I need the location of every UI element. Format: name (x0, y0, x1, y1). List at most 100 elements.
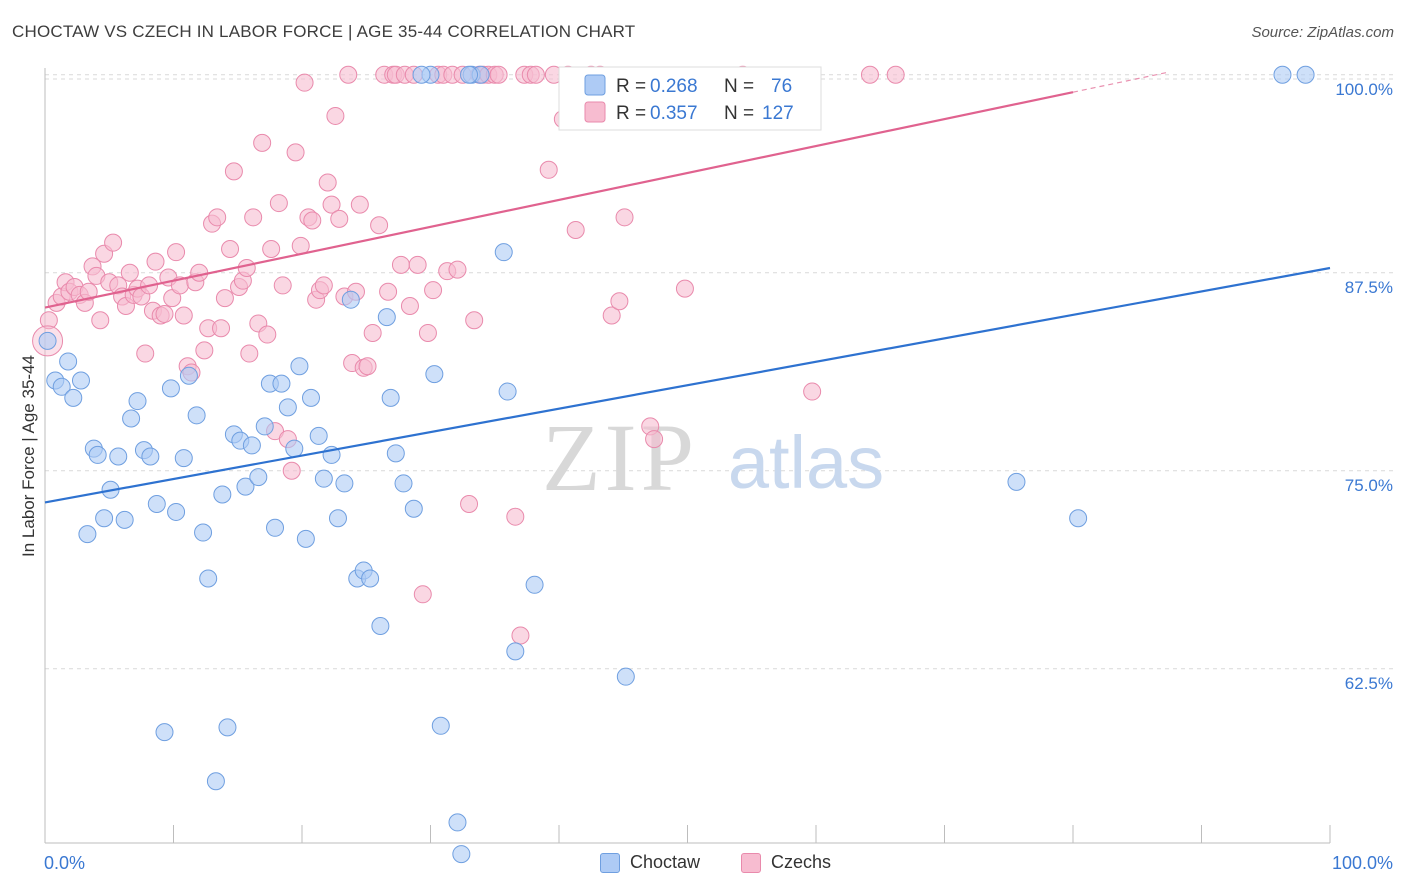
czech-point (322, 195, 341, 214)
choctaw-point (1007, 472, 1026, 491)
choctaw-point (187, 406, 206, 425)
choctaw-point (431, 716, 450, 735)
czech-point (645, 430, 664, 449)
czech-point (295, 73, 314, 92)
choctaw-point (213, 485, 232, 504)
legend-swatch-choctaw (584, 74, 606, 96)
czech-point (303, 211, 322, 230)
x-tick-label: 100.0% (1332, 853, 1393, 873)
choctaw-point (141, 447, 160, 466)
choctaw-point (361, 569, 380, 588)
czech-point (39, 311, 58, 330)
choctaw-point (1069, 509, 1088, 528)
czech-point (675, 279, 694, 298)
czech-point (258, 325, 277, 344)
czech-point (120, 263, 139, 282)
y-tick-label: 100.0% (1335, 80, 1393, 99)
y-tick-label: 75.0% (1345, 476, 1393, 495)
czech-point (408, 255, 427, 274)
bottom-legend-choctaw[interactable]: Choctaw (600, 852, 700, 873)
czech-point (526, 65, 545, 84)
choctaw-point (285, 439, 304, 458)
choctaw-point (498, 382, 517, 401)
choctaw-point (88, 445, 107, 464)
choctaw-point (59, 352, 78, 371)
czech-point (155, 304, 174, 323)
czech-point (314, 276, 333, 295)
czech-point (79, 282, 98, 301)
bottom-legend-czech-label: Czechs (771, 852, 832, 872)
source-label: Source: ZipAtlas.com (1251, 24, 1394, 41)
czech-point (240, 344, 259, 363)
czech-point (860, 65, 879, 84)
stats-legend: R = 0.268 N = 76 R = 0.357 N = 127 (558, 66, 822, 131)
bottom-legend-czech[interactable]: Czechs (741, 852, 831, 873)
czech-point (610, 292, 629, 311)
choctaw-point (122, 409, 141, 428)
choctaw-point (128, 392, 147, 411)
legend-czech-n-value: 127 (762, 103, 794, 124)
choctaw-point (448, 813, 467, 832)
choctaw-point (412, 65, 431, 84)
czech-point (253, 133, 272, 152)
choctaw-point (109, 447, 128, 466)
watermark-atlas: atlas (728, 421, 884, 504)
czech-point (146, 252, 165, 271)
czech-trend-extension (1072, 71, 1170, 93)
choctaw-point (335, 474, 354, 493)
czech-point (215, 289, 234, 308)
legend-choctaw-r-value: 0.268 (650, 76, 698, 97)
czech-point (379, 282, 398, 301)
y-tick-label: 62.5% (1345, 674, 1393, 693)
y-tick-label: 87.5% (1345, 278, 1393, 297)
legend-czech-r-label: R = (616, 103, 646, 124)
legend-choctaw-r-label: R = (616, 76, 646, 97)
choctaw-point (460, 65, 479, 84)
czech-point (460, 495, 479, 514)
choctaw-point (179, 366, 198, 385)
choctaw-point (494, 243, 513, 262)
choctaw-points (38, 65, 1315, 864)
czech-point (358, 357, 377, 376)
gridlines (45, 74, 1393, 670)
choctaw-point (64, 388, 83, 407)
czech-point (400, 297, 419, 316)
czech-point (221, 240, 240, 258)
choctaw-point (255, 417, 274, 436)
bottom-legend: Choctaw Czechs (0, 850, 1406, 880)
choctaw-point (425, 365, 444, 384)
legend-choctaw-n-label: N = (724, 76, 754, 97)
choctaw-trend-line (44, 266, 1331, 504)
bottom-legend-choctaw-swatch (600, 852, 620, 873)
czech-point (330, 209, 349, 228)
choctaw-point (301, 388, 320, 407)
choctaw-point (309, 426, 328, 445)
choctaw-point (314, 469, 333, 488)
choctaw-point (506, 642, 525, 661)
czech-point (506, 507, 525, 526)
choctaw-point (218, 718, 237, 737)
choctaw-point (394, 474, 413, 493)
trend-lines (44, 71, 1331, 504)
axes (44, 68, 1331, 844)
choctaw-point (371, 616, 390, 635)
czech-point (237, 259, 256, 278)
czech-point (104, 233, 123, 252)
czech-point (318, 173, 337, 192)
choctaw-point (155, 723, 174, 742)
czech-point (269, 194, 288, 213)
choctaw-point (290, 357, 309, 376)
czech-point (391, 255, 410, 274)
choctaw-point (404, 499, 423, 518)
legend-czech-r-value: 0.357 (650, 103, 698, 124)
choctaw-point (199, 569, 218, 588)
choctaw-point (147, 495, 166, 514)
choctaw-point (167, 502, 186, 521)
czech-point (886, 65, 905, 84)
choctaw-point (278, 398, 297, 417)
czech-point (418, 323, 437, 342)
choctaw-point (266, 518, 285, 537)
choctaw-point (328, 509, 347, 528)
czech-point (190, 263, 209, 282)
